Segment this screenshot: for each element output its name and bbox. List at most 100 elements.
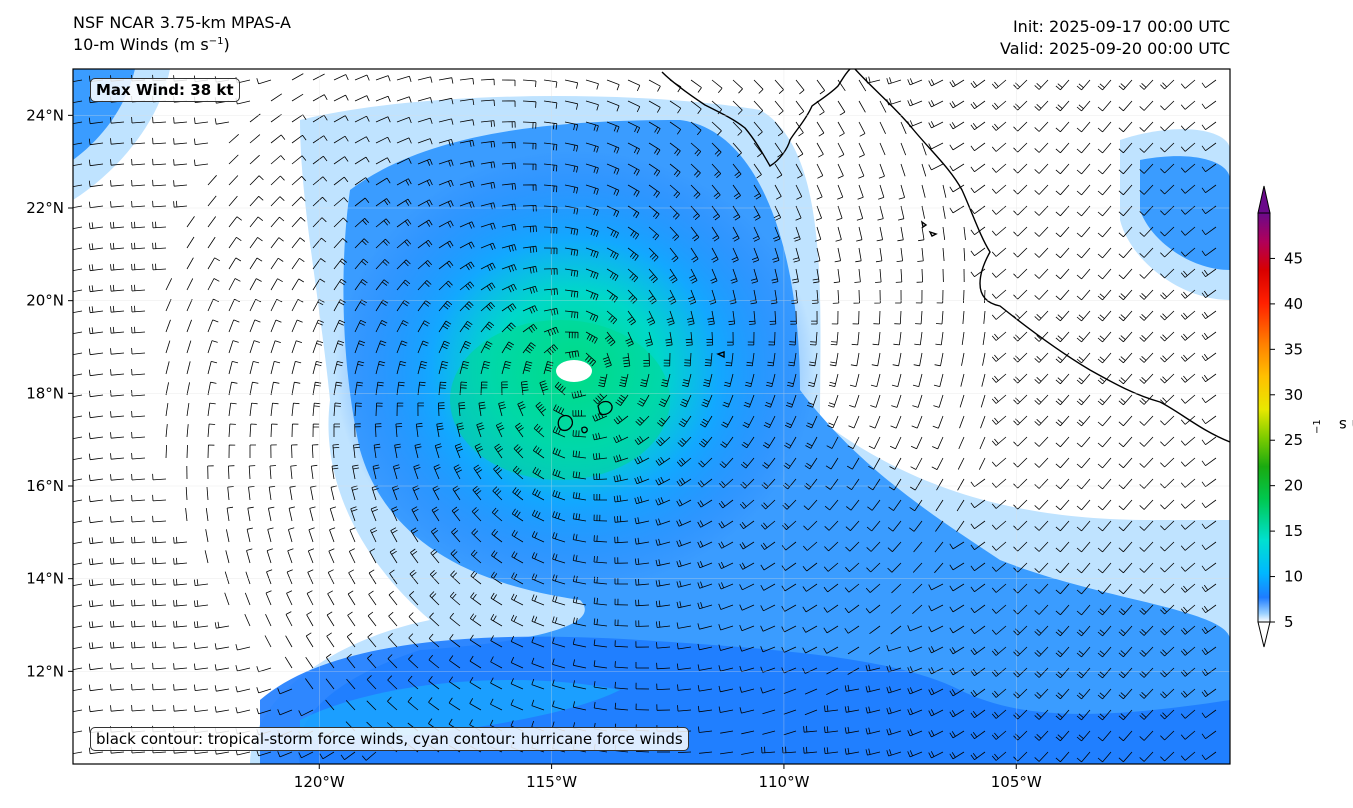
wind-barb (865, 706, 881, 714)
wind-barb (970, 751, 986, 761)
wind-barb (911, 415, 923, 429)
wind-barb (894, 310, 902, 325)
wind-barb (438, 361, 449, 375)
wind-barb (872, 331, 881, 346)
wind-barb (291, 278, 305, 291)
wind-barb (312, 73, 325, 81)
wind-barb (226, 506, 234, 522)
wind-barb (228, 381, 238, 396)
wind-barb (744, 373, 755, 387)
wind-barb (1139, 646, 1154, 657)
field-title: 10-m Winds (m s−1) (73, 35, 230, 54)
wind-barb (501, 203, 517, 211)
wind-barb (851, 331, 860, 346)
wind-barb (194, 579, 209, 586)
wind-barb (982, 352, 986, 366)
wind-barb (891, 373, 902, 387)
wind-barb (327, 569, 335, 585)
wind-barb (656, 642, 671, 649)
wind-barb (228, 154, 239, 165)
wind-barb (249, 257, 263, 270)
wind-barb (1034, 562, 1049, 573)
wind-barb (739, 583, 755, 591)
wind-barb (656, 704, 671, 711)
wind-barb (1034, 373, 1049, 384)
wind-barb (511, 529, 524, 543)
wind-barb (291, 361, 302, 375)
wind-barb (687, 289, 697, 305)
wind-barb (522, 121, 537, 129)
wind-barb (887, 562, 902, 573)
wind-barb (1076, 415, 1091, 427)
wind-barb (1180, 289, 1196, 299)
wind-barb (491, 550, 503, 564)
wind-barb (207, 444, 215, 459)
wind-barb (517, 401, 526, 417)
wind-barb (1013, 751, 1028, 762)
wind-barb (1180, 730, 1196, 740)
wind-barb (543, 361, 554, 375)
wind-barb (892, 352, 902, 367)
wind-barb (1034, 226, 1049, 237)
wind-barb (707, 310, 715, 326)
wind-barb (490, 614, 503, 627)
wind-barb (824, 520, 839, 531)
wind-barb (1118, 373, 1133, 385)
wind-barb (627, 121, 641, 134)
wind-barb (1180, 79, 1196, 89)
wind-barb (991, 688, 1007, 698)
wind-barb (831, 310, 839, 325)
wind-barb (207, 195, 217, 207)
wind-barb (949, 79, 965, 88)
wind-barb (614, 661, 629, 669)
wind-barb (391, 506, 399, 522)
wind-barb (194, 663, 209, 670)
wind-barb (543, 288, 558, 296)
wind-barb (648, 163, 661, 177)
wind-barb (270, 216, 285, 228)
wind-barb (438, 179, 454, 188)
wind-barb (803, 499, 818, 510)
wind-barb (226, 529, 230, 543)
wind-barb (194, 621, 209, 628)
wind-barb (613, 495, 629, 503)
wind-barb (1076, 394, 1091, 406)
wind-barb (501, 121, 516, 128)
wind-barb (375, 238, 390, 249)
wind-barb (470, 549, 482, 564)
wind-barb (277, 709, 293, 716)
wind-barb (878, 184, 885, 200)
wind-barb (669, 184, 681, 199)
wind-barb (501, 100, 516, 107)
wind-barb (88, 705, 104, 713)
wind-barb (469, 655, 482, 669)
wind-barb (333, 299, 346, 312)
wind-barb (186, 382, 190, 396)
wind-barb (480, 361, 491, 375)
wind-barb (459, 201, 475, 209)
wind-barb (690, 79, 702, 93)
wind-barb (165, 382, 169, 396)
wind-barb (870, 373, 881, 387)
wind-barb (173, 180, 188, 187)
wind-barb (909, 499, 923, 512)
wind-barb (875, 247, 883, 263)
wind-barb (1013, 436, 1028, 447)
wind-barb (949, 709, 965, 718)
wind-barb (732, 79, 743, 94)
wind-barb (347, 590, 356, 606)
wind-barb (470, 592, 482, 606)
wind-barb (963, 289, 965, 304)
wind-barb (270, 361, 281, 375)
wind-barb (593, 393, 608, 405)
wind-barb (676, 643, 692, 650)
wind-barb (792, 268, 799, 284)
wind-barb (1160, 331, 1175, 342)
wind-barb (249, 444, 256, 458)
wind-barb (718, 644, 734, 651)
wind-barb (249, 340, 260, 354)
wind-barb (73, 142, 83, 146)
wind-barb (1160, 541, 1175, 552)
wind-barb (552, 574, 566, 585)
wind-barb (846, 499, 860, 511)
